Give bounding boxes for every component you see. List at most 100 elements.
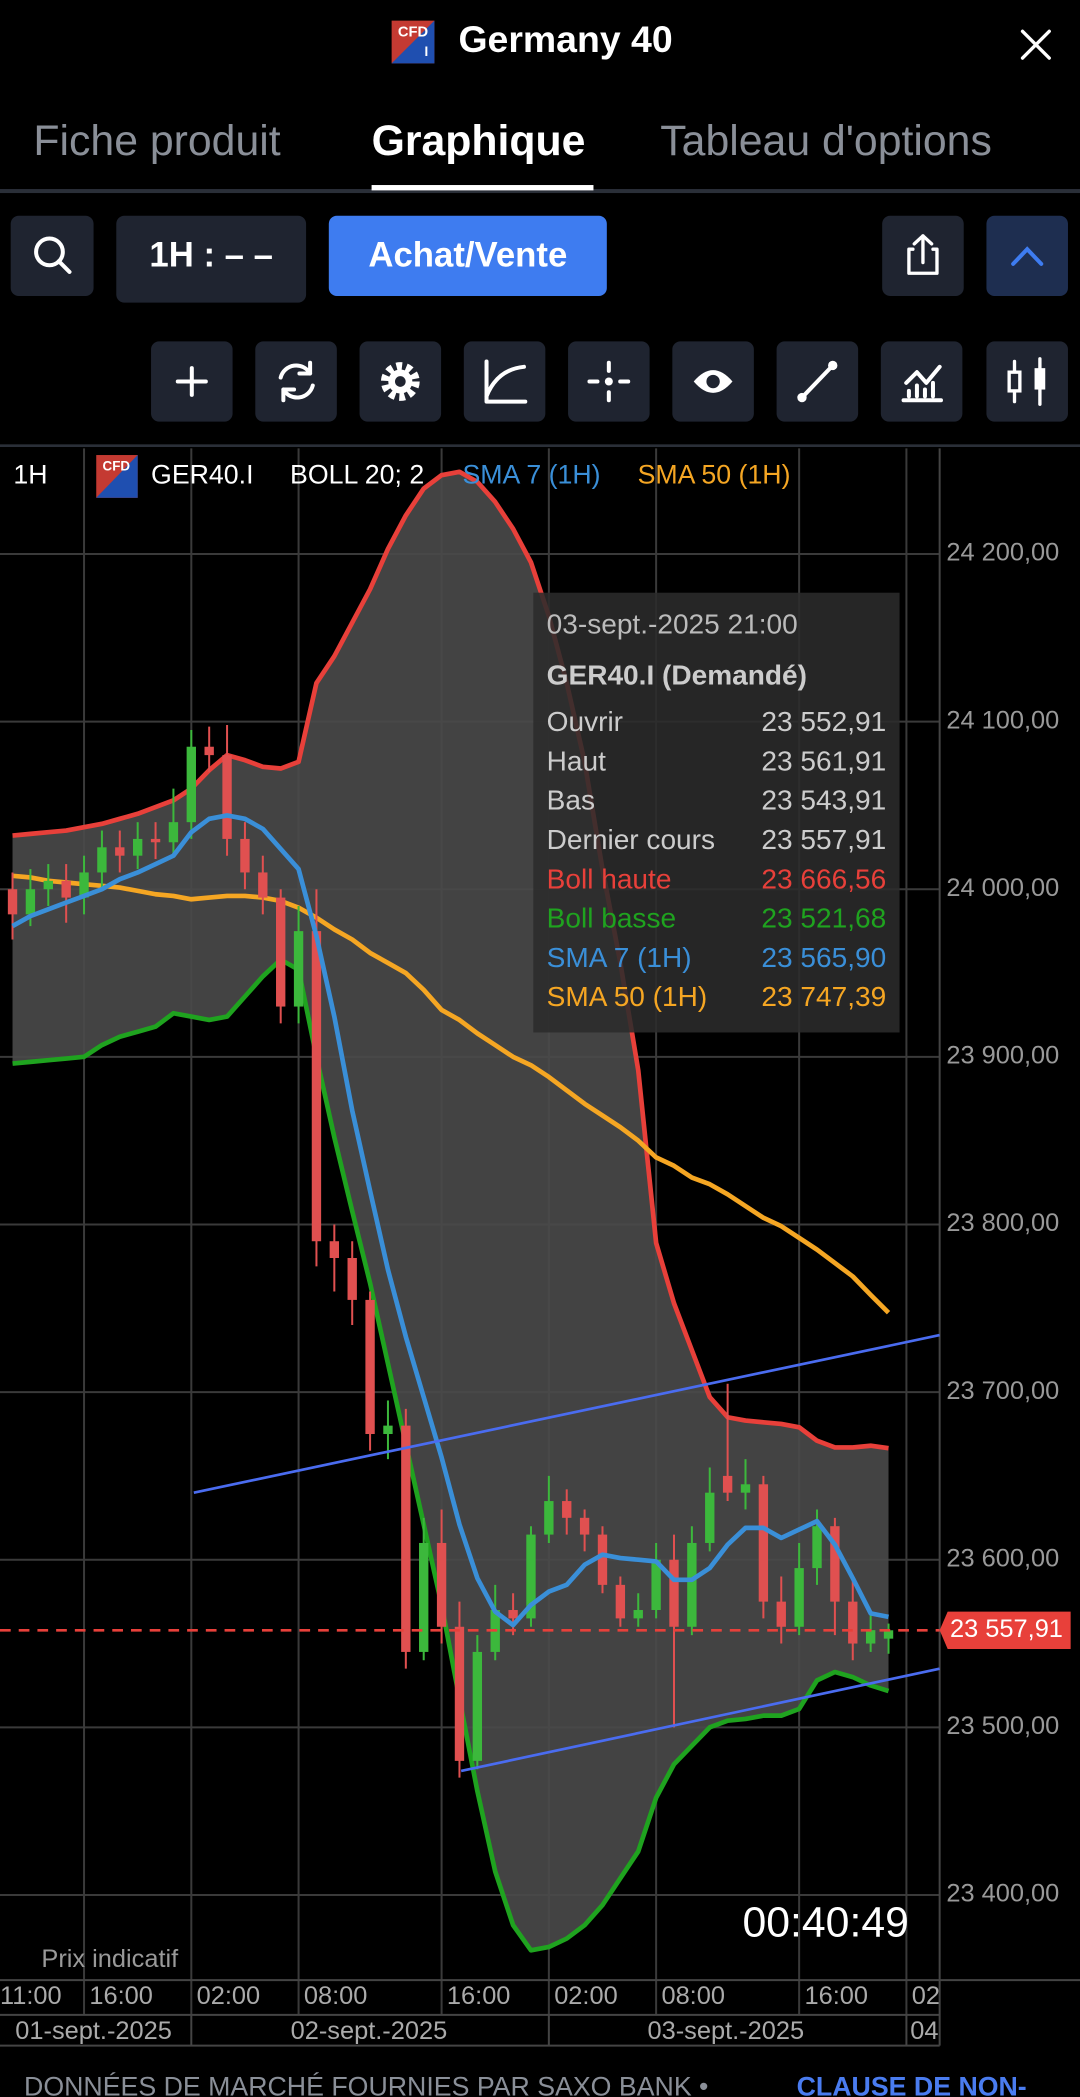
plot-area: 24 200,00 24 100,00 24 000,00 23 900,00 23 8… [0, 448, 1080, 2047]
badge-sub: I [425, 44, 429, 59]
x-tick-label: 11:00 [0, 1982, 62, 2010]
x-tick-label: 08:00 [304, 1982, 368, 2010]
search-button[interactable] [10, 215, 94, 296]
tooltip-label: Bas [547, 785, 595, 816]
tooltip-box [533, 592, 900, 1033]
x-tick-label: 16:00 [447, 1982, 511, 2010]
close-button[interactable] [1020, 29, 1051, 60]
tooltip-value: 23 552,91 [761, 706, 886, 737]
tooltip-label: SMA 7 (1H) [547, 942, 692, 973]
tooltip-value: 23 557,91 [761, 824, 886, 855]
interval-label: 1H : – – [149, 236, 273, 274]
curve-tool-button[interactable] [463, 341, 546, 422]
y-tick-label: 23 600,00 [946, 1544, 1059, 1572]
candle-body [132, 838, 143, 856]
candle-body [419, 1542, 429, 1652]
badge-text: CFD [398, 25, 428, 41]
legend-indicator: BOLL 20; 2 [290, 459, 424, 489]
candle-body [347, 1257, 357, 1300]
chart-legend: 1H CFD GER40.I BOLL 20; 2 SMA 7 (1H) SMA… [13, 455, 791, 498]
y-tick-label: 23 500,00 [946, 1712, 1059, 1740]
candle-body [562, 1501, 572, 1518]
tooltip-title: GER40.I (Demandé) [547, 659, 807, 690]
footer-text: DONNÉES DE MARCHÉ FOURNIES PAR SAXO BANK… [24, 2071, 708, 2097]
trend-line [460, 1667, 940, 1773]
tooltip-value: 23 521,68 [761, 903, 886, 934]
legend-badge [96, 455, 138, 498]
candle-body [258, 872, 268, 898]
tooltip-label: Ouvrir [547, 706, 623, 737]
tooltip-value: 23 747,39 [761, 981, 886, 1012]
add-tool-button[interactable] [151, 341, 233, 422]
y-tick-label: 24 200,00 [946, 539, 1059, 567]
candle-body [365, 1299, 375, 1435]
last-price-label: 23 557,91 [950, 1615, 1063, 1643]
candle-body [436, 1542, 447, 1627]
settings-button[interactable] [359, 341, 442, 422]
candle-body [633, 1610, 643, 1619]
candle-body [204, 746, 214, 756]
page-title: Germany 40 [458, 18, 672, 60]
candle-body [597, 1534, 608, 1585]
tooltip-value: 23 543,91 [761, 785, 886, 816]
candle-body [740, 1484, 751, 1493]
candle-body [848, 1601, 858, 1644]
interval-button[interactable]: 1H : – – [116, 215, 307, 303]
crosshair-tooltip: 03-sept.-2025 21:00 GER40.I (Demandé) Ouvr… [533, 592, 900, 1033]
tooltip-label: Haut [547, 745, 606, 776]
indicator-line [11, 813, 889, 1628]
share-button[interactable] [882, 215, 964, 296]
line-tool-button[interactable] [776, 341, 859, 422]
last-price-tag [939, 1611, 1071, 1649]
crosshair-button[interactable] [568, 341, 650, 422]
y-tick-label: 24 100,00 [946, 706, 1059, 734]
legend-entry: SMA 7 (1H) [462, 459, 600, 489]
candle-body [687, 1542, 697, 1627]
candle-body [722, 1475, 733, 1493]
indicator-line [12, 873, 891, 1315]
tab-active[interactable]: Graphique [372, 117, 586, 165]
candle-body [311, 931, 322, 1242]
indicative-note: Prix indicatif [41, 1945, 179, 1973]
refresh-button[interactable] [255, 341, 337, 422]
candle-body [579, 1517, 590, 1535]
date-label: 02-sept.-2025 [291, 2017, 448, 2045]
candle-body [240, 838, 250, 873]
tab-underline [371, 185, 594, 191]
candle-body [758, 1484, 769, 1602]
indicators-button[interactable] [880, 341, 963, 422]
candle-body [776, 1601, 786, 1627]
tooltip-time: 03-sept.-2025 21:00 [547, 609, 798, 640]
tab[interactable]: Tableau d'options [660, 117, 992, 165]
visibility-button[interactable] [672, 341, 754, 422]
tooltip-value: 23 565,90 [761, 942, 886, 973]
trade-button[interactable]: Achat/Vente [328, 215, 607, 296]
candle-body [383, 1425, 393, 1435]
indicator-line [12, 957, 890, 1953]
trend-line [193, 1333, 940, 1494]
tooltip-value: 23 561,91 [761, 745, 886, 776]
x-tick-label: 02 [912, 1982, 940, 2010]
y-tick-label: 24 000,00 [946, 874, 1059, 902]
trade-label: Achat/Vente [368, 236, 567, 274]
candle-body [43, 880, 53, 890]
candle-body [150, 838, 161, 843]
candle-body [79, 872, 89, 898]
indicator-line [12, 469, 889, 1451]
footer-link[interactable]: CLAUSE DE NON- [797, 2071, 1027, 2097]
chart-type-button[interactable] [986, 341, 1068, 422]
collapse-button[interactable] [986, 215, 1068, 296]
tooltip-value: 23 666,56 [761, 863, 886, 894]
tab[interactable]: Fiche produit [33, 117, 280, 165]
date-label: 04 [910, 2017, 938, 2045]
toolbar-separator [0, 444, 1080, 448]
candle-body [544, 1501, 554, 1535]
x-tick-label: 16:00 [89, 1982, 153, 2010]
candle-body [222, 755, 232, 839]
legend-badge-text: CFD [103, 459, 131, 474]
tab-separator [0, 189, 1080, 194]
y-tick-label: 23 400,00 [946, 1880, 1059, 1908]
candle-body [883, 1630, 894, 1639]
